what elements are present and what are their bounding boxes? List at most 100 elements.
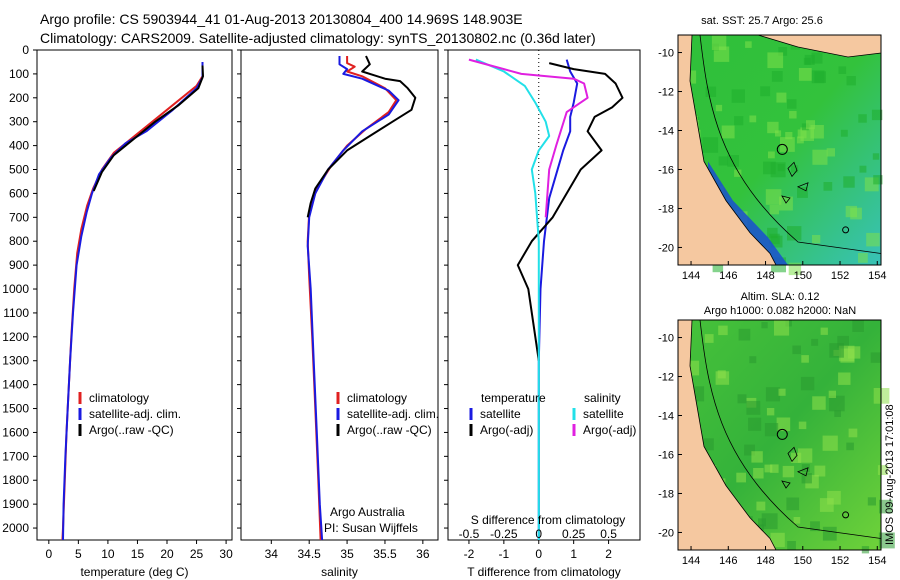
data-pixel <box>718 156 728 166</box>
data-pixel <box>840 348 855 363</box>
y-tick-label: 1000 <box>2 282 29 296</box>
data-pixel <box>798 448 813 463</box>
sst-map-title: sat. SST: 25.7 Argo: 25.6 <box>701 15 823 27</box>
map-y-label: -14 <box>658 126 674 138</box>
data-pixel <box>873 388 890 404</box>
argo-marker <box>776 143 788 155</box>
data-pixel <box>782 465 795 478</box>
data-pixel <box>848 428 858 438</box>
data-pixel <box>801 473 812 484</box>
data-pixel <box>721 125 735 139</box>
map-x-label: 148 <box>756 555 774 567</box>
data-pixel <box>769 233 780 245</box>
credit-line2: PI: Susan Wijffels <box>324 521 418 535</box>
data-pixel <box>838 372 851 385</box>
data-pixel <box>776 92 787 103</box>
data-pixel <box>734 169 742 177</box>
y-tick-label: 700 <box>9 210 29 224</box>
x-tick-label: 20 <box>160 547 174 561</box>
series-line-black <box>516 62 624 361</box>
s-tick-label: 0.5 <box>600 527 617 541</box>
data-pixel <box>838 66 847 74</box>
data-pixel <box>871 109 883 121</box>
data-pixel <box>866 232 880 247</box>
data-pixel <box>879 499 893 514</box>
map-x-label: 144 <box>682 555 700 567</box>
map-x-label: 150 <box>794 555 812 567</box>
sla-map-title2: Argo h1000: 0.082 h2000: NaN <box>704 305 856 317</box>
x-tick-label: -2 <box>464 547 475 561</box>
data-pixel <box>820 327 828 335</box>
credit-line1: Argo Australia <box>330 505 405 519</box>
data-pixel <box>791 165 799 173</box>
data-pixel <box>828 390 836 398</box>
data-pixel <box>834 410 841 417</box>
data-pixel <box>798 68 812 81</box>
data-pixel <box>751 451 763 463</box>
map-frame <box>677 319 882 551</box>
data-pixel <box>801 123 809 131</box>
data-pixel <box>787 541 796 550</box>
map-y-label: -18 <box>658 488 674 500</box>
data-pixel <box>827 490 841 505</box>
data-pixel <box>812 396 826 410</box>
data-pixel <box>765 387 781 402</box>
x-tick-label: 36 <box>416 547 430 561</box>
map-frame <box>677 34 882 266</box>
legend-entry: climatology <box>89 391 149 405</box>
data-pixel <box>764 464 773 473</box>
data-pixel <box>812 149 828 165</box>
data-pixel <box>788 262 802 276</box>
s-axis-label: S difference from climatology <box>471 513 626 527</box>
data-pixel <box>837 335 849 348</box>
data-pixel <box>753 468 764 479</box>
map-x-label: 146 <box>719 270 737 282</box>
data-pixel <box>785 132 793 140</box>
map-y-label: -18 <box>658 203 674 215</box>
data-pixel <box>803 57 811 65</box>
plot-frame <box>240 49 439 541</box>
data-pixel <box>702 137 719 153</box>
map-x-label: 150 <box>794 270 812 282</box>
station-marker <box>842 511 850 519</box>
data-pixel <box>829 395 845 412</box>
y-tick-label: 1400 <box>2 378 29 392</box>
data-pixel <box>850 207 862 220</box>
data-pixel <box>877 465 888 475</box>
header-line2: Climatology: CARS2009. Satellite-adjuste… <box>40 30 596 46</box>
y-tick-label: 600 <box>9 186 29 200</box>
y-tick-label: 1800 <box>2 473 29 487</box>
s-tick-label: 0 <box>535 527 542 541</box>
reef-outline <box>781 161 809 204</box>
data-pixel <box>738 328 751 341</box>
legend-entry: satellite-adj. clim. <box>89 407 181 421</box>
data-pixel <box>760 86 771 97</box>
map-x-label: 154 <box>868 555 886 567</box>
data-pixel <box>811 52 823 64</box>
map-y-label: -20 <box>658 242 674 254</box>
x-tick-label: 2 <box>605 547 612 561</box>
x-tick-label: 35 <box>340 547 354 561</box>
data-pixel <box>778 388 786 396</box>
s-tick-label: -0.25 <box>490 527 518 541</box>
series-line-blue <box>306 56 400 541</box>
y-tick-label: 400 <box>9 139 29 153</box>
data-pixel <box>764 423 779 437</box>
station-marker <box>842 226 850 234</box>
y-tick-label: 1600 <box>2 425 29 439</box>
series-line-cyan <box>475 58 551 540</box>
data-pixel <box>858 114 867 123</box>
salinity-panel: 34 34.5 35 35.5 36 salinity climatology satelli… <box>237 49 439 579</box>
data-pixel <box>748 417 762 431</box>
data-pixel <box>765 189 782 205</box>
temperature-panel: 0 5 10 15 20 25 30 temperature (deg C) 0 100 200 30… <box>2 43 233 579</box>
y-tick-label: 1500 <box>2 402 29 416</box>
data-pixel <box>727 155 739 167</box>
data-pixel <box>768 151 775 159</box>
legend-entry: Argo(-adj) <box>480 423 533 437</box>
map-y-label: -10 <box>658 48 674 60</box>
series-line-blue <box>537 59 579 540</box>
data-pixel <box>840 129 848 137</box>
data-pixel <box>796 136 804 144</box>
